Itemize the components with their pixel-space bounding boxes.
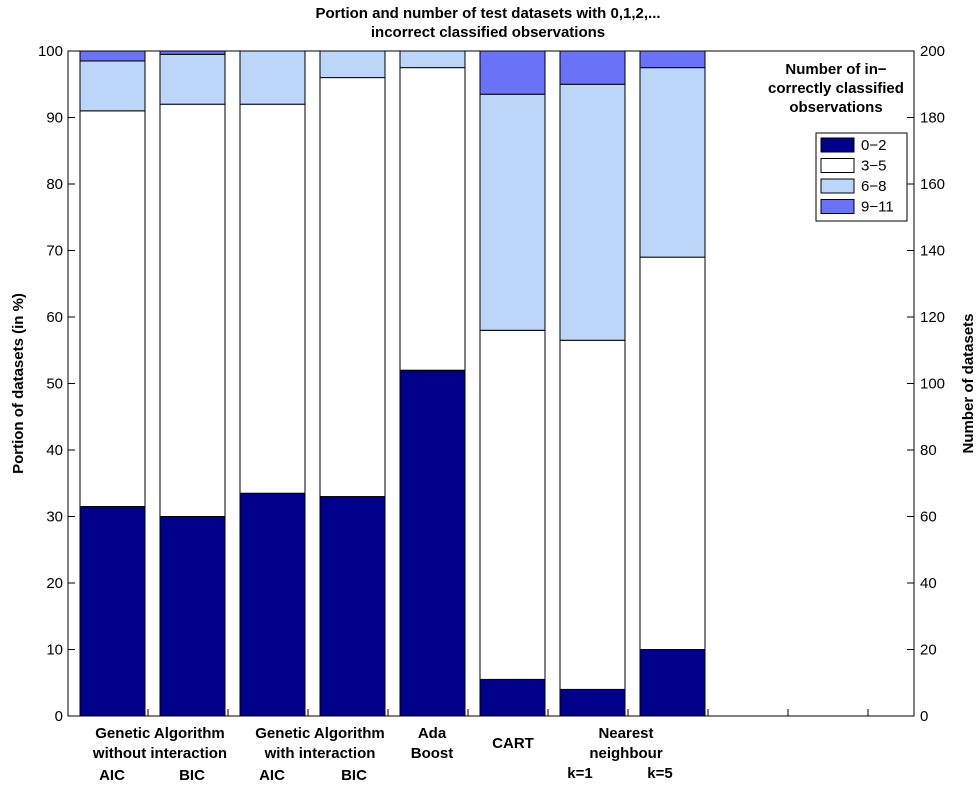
category-label: Ada bbox=[418, 725, 447, 742]
bar-segment bbox=[559, 688, 626, 717]
legend-title-line: correctly classified bbox=[768, 80, 904, 97]
category-label: Genetic Algorithm bbox=[95, 725, 224, 742]
bar-segment bbox=[479, 678, 546, 717]
bar-segment bbox=[479, 50, 546, 95]
category-label: without interaction bbox=[92, 745, 227, 762]
bar-segment bbox=[399, 369, 466, 717]
bar-segment bbox=[399, 50, 466, 69]
legend-label: 3−5 bbox=[861, 158, 886, 175]
bar-segment bbox=[319, 77, 386, 498]
bar-segment bbox=[559, 50, 626, 85]
legend-title: Number of in− correctly classified observa… bbox=[768, 61, 904, 116]
bar-segment bbox=[239, 103, 306, 494]
bar-segment bbox=[159, 103, 226, 517]
category-label: Boost bbox=[411, 745, 454, 762]
bar-segment bbox=[159, 53, 226, 105]
category-sublabel: BIC bbox=[341, 767, 367, 784]
bar-segment bbox=[79, 110, 146, 508]
y2-tick-label: 60 bbox=[920, 509, 937, 526]
y-tick-label: 60 bbox=[46, 309, 63, 326]
axes-group: 0 10 20 30 40 50 60 70 80 90 100 0 20 40 60 80 100 120 140… bbox=[38, 43, 945, 725]
category-sublabel: k=1 bbox=[567, 765, 592, 782]
category-labels: Genetic Algorithm without interaction Gene… bbox=[92, 725, 673, 784]
y-tick-label: 10 bbox=[46, 642, 63, 659]
legend-title-line: observations bbox=[789, 99, 882, 116]
y2-tick-label: 100 bbox=[920, 376, 945, 393]
legend-swatch bbox=[820, 137, 855, 153]
chart-subtitle: incorrect classified observations bbox=[371, 24, 605, 41]
y-tick-label: 30 bbox=[46, 509, 63, 526]
y2-tick-label: 180 bbox=[920, 110, 945, 127]
legend: 0−2 3−5 6−8 9−11 bbox=[815, 132, 908, 222]
y-tick-label: 20 bbox=[46, 575, 63, 592]
y2-tick-label: 40 bbox=[920, 575, 937, 592]
y-tick-label: 40 bbox=[46, 442, 63, 459]
category-sublabel: BIC bbox=[179, 767, 205, 784]
legend-label: 0−2 bbox=[861, 137, 886, 154]
bar-segment bbox=[479, 329, 546, 680]
category-sublabel: k=5 bbox=[647, 765, 672, 782]
y2-tick-label: 160 bbox=[920, 176, 945, 193]
y2-tick-label: 140 bbox=[920, 243, 945, 260]
y-tick-label: 0 bbox=[55, 708, 63, 725]
legend-swatch bbox=[820, 199, 855, 214]
legend-label: 9−11 bbox=[861, 199, 894, 216]
bar-segment bbox=[479, 93, 546, 331]
category-label: Nearest bbox=[598, 725, 653, 742]
legend-title-line: Number of in− bbox=[785, 61, 886, 78]
bar-segment bbox=[639, 256, 706, 650]
bars-group bbox=[79, 50, 706, 717]
bar-segment bbox=[559, 83, 626, 341]
y-tick-label: 90 bbox=[46, 110, 63, 127]
category-label: with interaction bbox=[264, 745, 376, 762]
category-sublabel: AIC bbox=[99, 767, 125, 784]
bar-segment bbox=[239, 492, 306, 717]
category-label: neighbour bbox=[589, 745, 662, 762]
bar-segment bbox=[79, 50, 146, 62]
legend-label: 6−8 bbox=[861, 178, 886, 195]
bar-segment bbox=[239, 50, 306, 105]
y-tick-label: 50 bbox=[46, 376, 63, 393]
legend-swatch bbox=[820, 178, 855, 194]
category-sublabel: AIC bbox=[259, 767, 285, 784]
y-tick-label: 80 bbox=[46, 176, 63, 193]
chart-title: Portion and number of test datasets with… bbox=[315, 5, 660, 22]
y2-axis-label: Number of datasets bbox=[960, 313, 977, 453]
bar-segment bbox=[159, 516, 226, 717]
y2-tick-label: 200 bbox=[920, 43, 945, 60]
y2-tick-label: 0 bbox=[920, 708, 928, 725]
y-tick-label: 70 bbox=[46, 243, 63, 260]
bar-segment bbox=[639, 67, 706, 258]
y2-tick-label: 20 bbox=[920, 642, 937, 659]
bar-segment bbox=[79, 506, 146, 717]
y2-tick-label: 120 bbox=[920, 309, 945, 326]
legend-swatch bbox=[820, 158, 855, 173]
category-label: Genetic Algorithm bbox=[255, 725, 384, 742]
bar-segment bbox=[639, 50, 706, 69]
bar-segment bbox=[319, 50, 386, 79]
bar-segment bbox=[559, 339, 626, 690]
category-label: CART bbox=[492, 735, 534, 752]
y2-tick-label: 80 bbox=[920, 442, 937, 459]
bar-segment bbox=[639, 649, 706, 717]
y-tick-label: 100 bbox=[38, 43, 63, 60]
bar-segment bbox=[79, 60, 146, 112]
y-axis-label: Portion of datasets (in %) bbox=[10, 293, 27, 474]
bar-segment bbox=[399, 67, 466, 371]
bar-segment bbox=[319, 496, 386, 717]
